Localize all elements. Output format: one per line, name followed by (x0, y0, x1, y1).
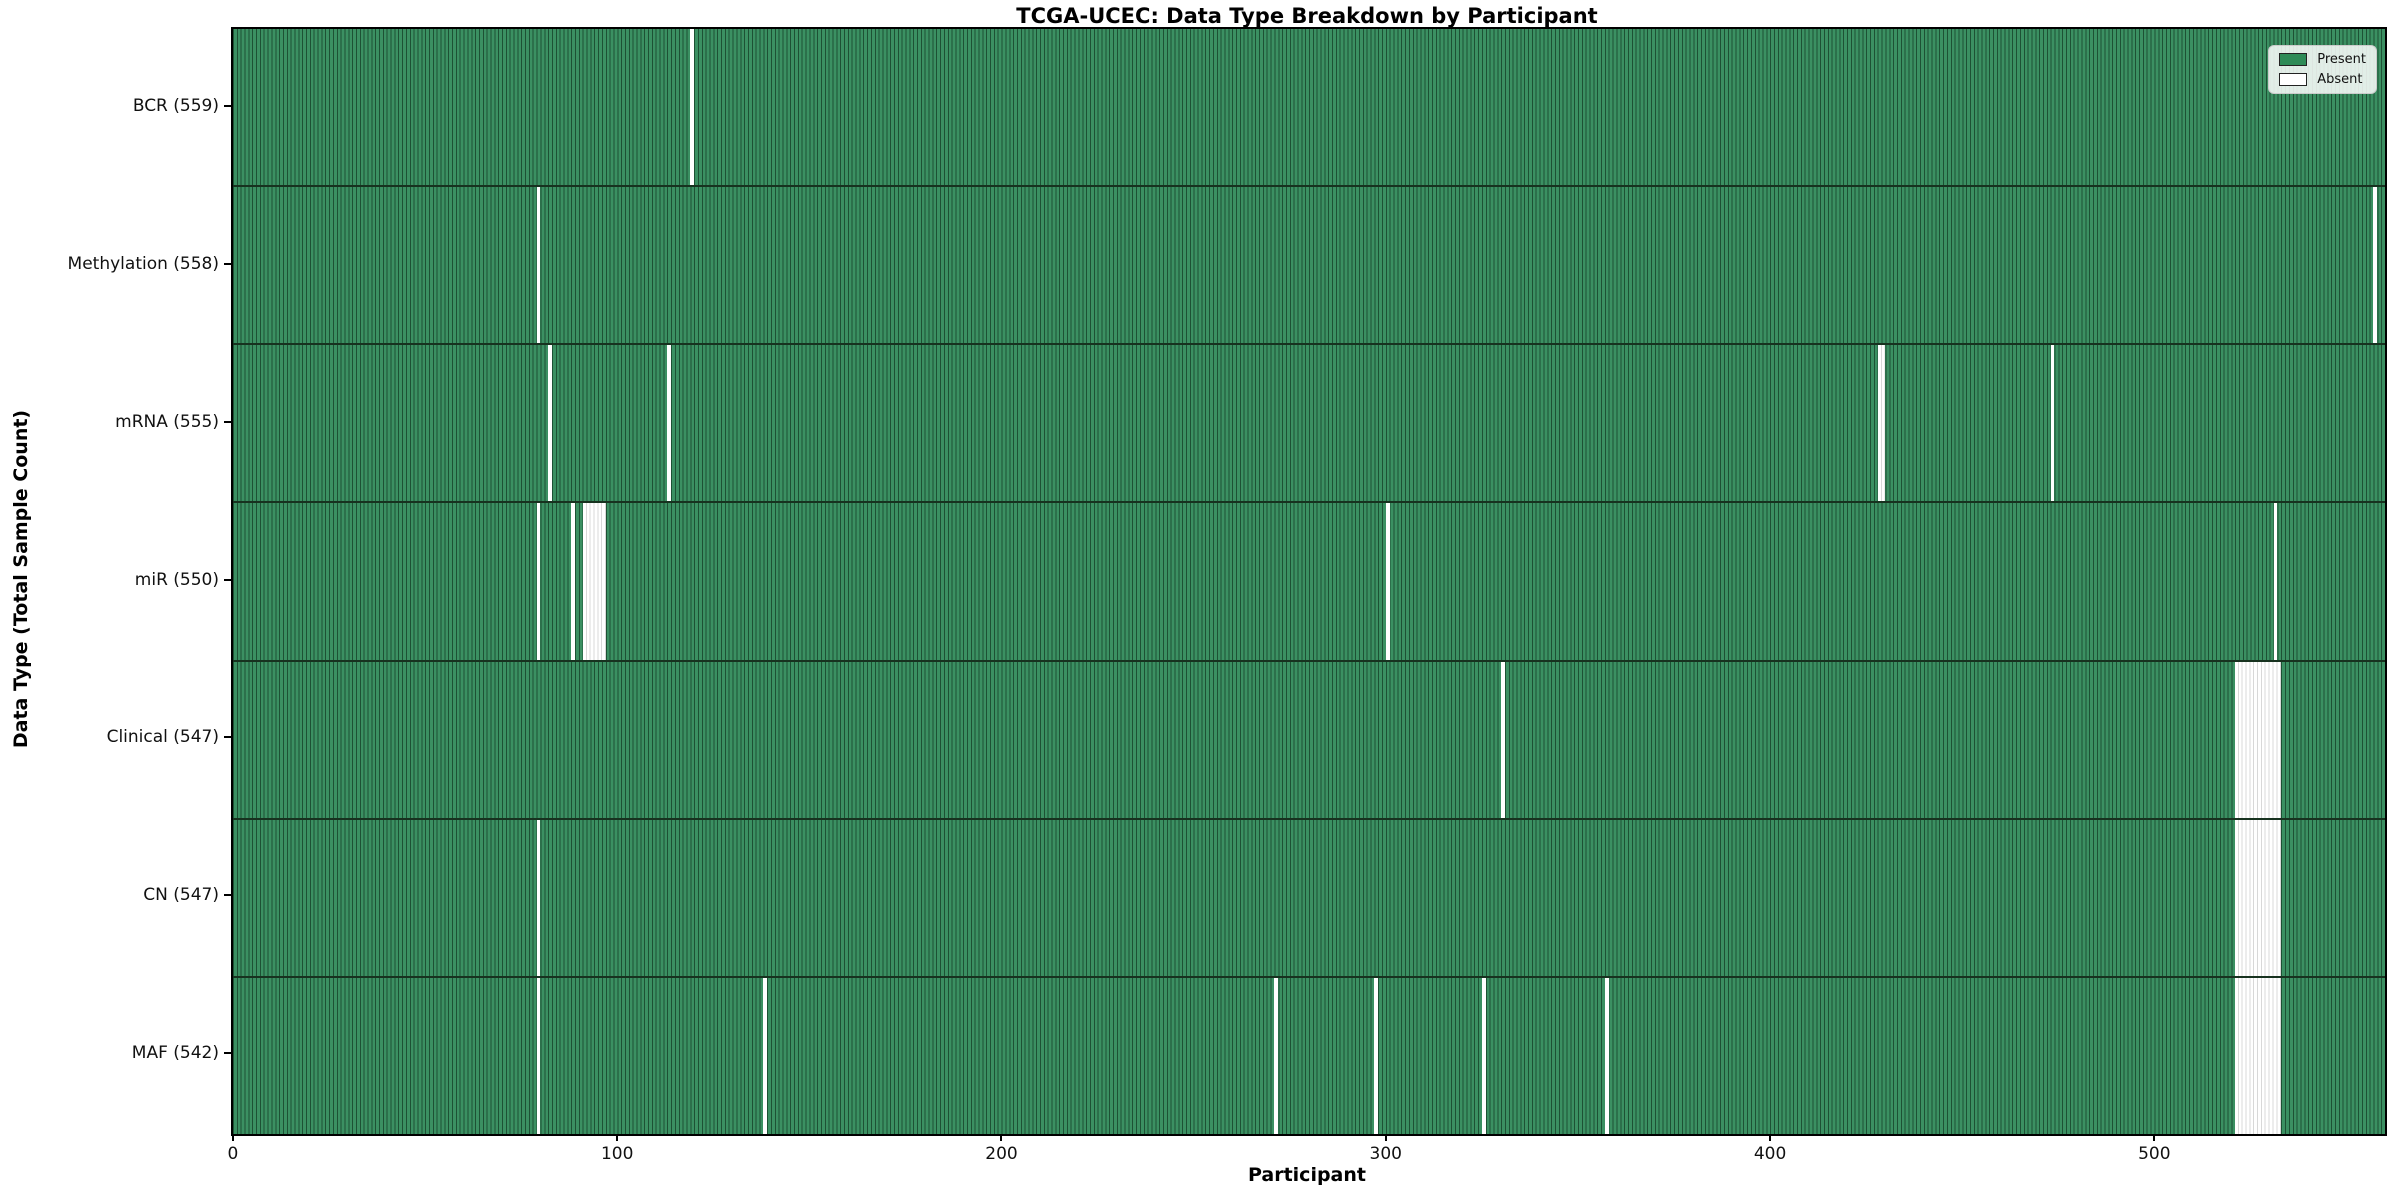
absent-mark (536, 187, 541, 344)
absent-mark (1385, 503, 1390, 660)
x-tick-label: 0 (227, 1144, 239, 1164)
y-tick-label: Clinical (547) (106, 727, 219, 748)
y-tick-mark (224, 262, 231, 265)
chart-title: TCGA-UCEC: Data Type Breakdown by Partic… (1016, 4, 1598, 28)
absent-mark (536, 503, 541, 660)
absent-mark (1877, 345, 1886, 502)
y-tick-label: BCR (559) (132, 95, 219, 116)
heatmap-row-Methylation (233, 185, 2385, 344)
y-tick-label: miR (550) (134, 569, 219, 590)
absent-mark (2273, 503, 2278, 660)
absent-mark (536, 819, 541, 976)
absent-mark (667, 345, 672, 502)
y-tick-label: Methylation (558) (67, 253, 219, 274)
absent-swatch (2279, 73, 2308, 86)
y-tick-mark (224, 736, 231, 739)
absent-mark (2235, 977, 2282, 1134)
y-tick-label: MAF (542) (131, 1043, 219, 1064)
heatmap-row-miR (233, 501, 2385, 660)
x-tick-mark (1000, 1134, 1003, 1141)
y-tick-label: CN (547) (143, 885, 219, 906)
x-axis-label: Participant (1247, 1164, 1366, 1186)
plot-area: Present Absent (231, 27, 2387, 1136)
absent-mark (1501, 661, 1505, 818)
absent-mark (1481, 977, 1486, 1134)
heatmap-rows (233, 29, 2385, 1134)
absent-mark (1274, 977, 1279, 1134)
present-swatch (2279, 53, 2308, 66)
x-tick-label: 200 (985, 1144, 1018, 1164)
x-tick-label: 500 (2138, 1144, 2171, 1164)
x-tick-mark (231, 1134, 234, 1141)
x-tick-mark (2153, 1134, 2156, 1141)
absent-mark (582, 503, 606, 660)
y-tick-mark (224, 578, 231, 581)
absent-mark (2373, 187, 2378, 344)
legend-label-absent: Absent (2317, 72, 2363, 87)
absent-mark (2050, 345, 2055, 502)
legend: Present Absent (2268, 45, 2377, 94)
absent-mark (690, 29, 695, 186)
absent-mark (536, 977, 541, 1134)
absent-mark (571, 503, 575, 660)
absent-mark (548, 345, 552, 502)
absent-mark (2235, 661, 2282, 818)
absent-mark (2235, 819, 2282, 976)
y-tick-label: mRNA (555) (115, 411, 219, 432)
heatmap-row-CN (233, 817, 2385, 976)
heatmap-row-BCR (233, 29, 2385, 186)
legend-label-present: Present (2317, 52, 2366, 67)
y-tick-mark (224, 420, 231, 423)
y-tick-mark (224, 894, 231, 897)
heatmap-row-MAF (233, 975, 2385, 1134)
x-tick-mark (1384, 1134, 1387, 1141)
absent-mark (763, 977, 768, 1134)
absent-mark (1374, 977, 1379, 1134)
y-tick-mark (224, 104, 231, 107)
absent-mark (1604, 977, 1609, 1134)
x-tick-mark (616, 1134, 619, 1141)
x-tick-label: 100 (600, 1144, 634, 1164)
x-tick-label: 300 (1369, 1144, 1402, 1164)
x-tick-mark (1769, 1134, 1772, 1141)
legend-item-absent: Absent (2279, 73, 2366, 86)
y-tick-mark (224, 1052, 231, 1055)
heatmap-row-Clinical (233, 659, 2385, 818)
x-tick-label: 400 (1753, 1144, 1787, 1164)
heatmap-row-mRNA (233, 343, 2385, 502)
y-axis-label: Data Type (Total Sample Count) (10, 409, 32, 749)
legend-item-present: Present (2279, 53, 2366, 66)
